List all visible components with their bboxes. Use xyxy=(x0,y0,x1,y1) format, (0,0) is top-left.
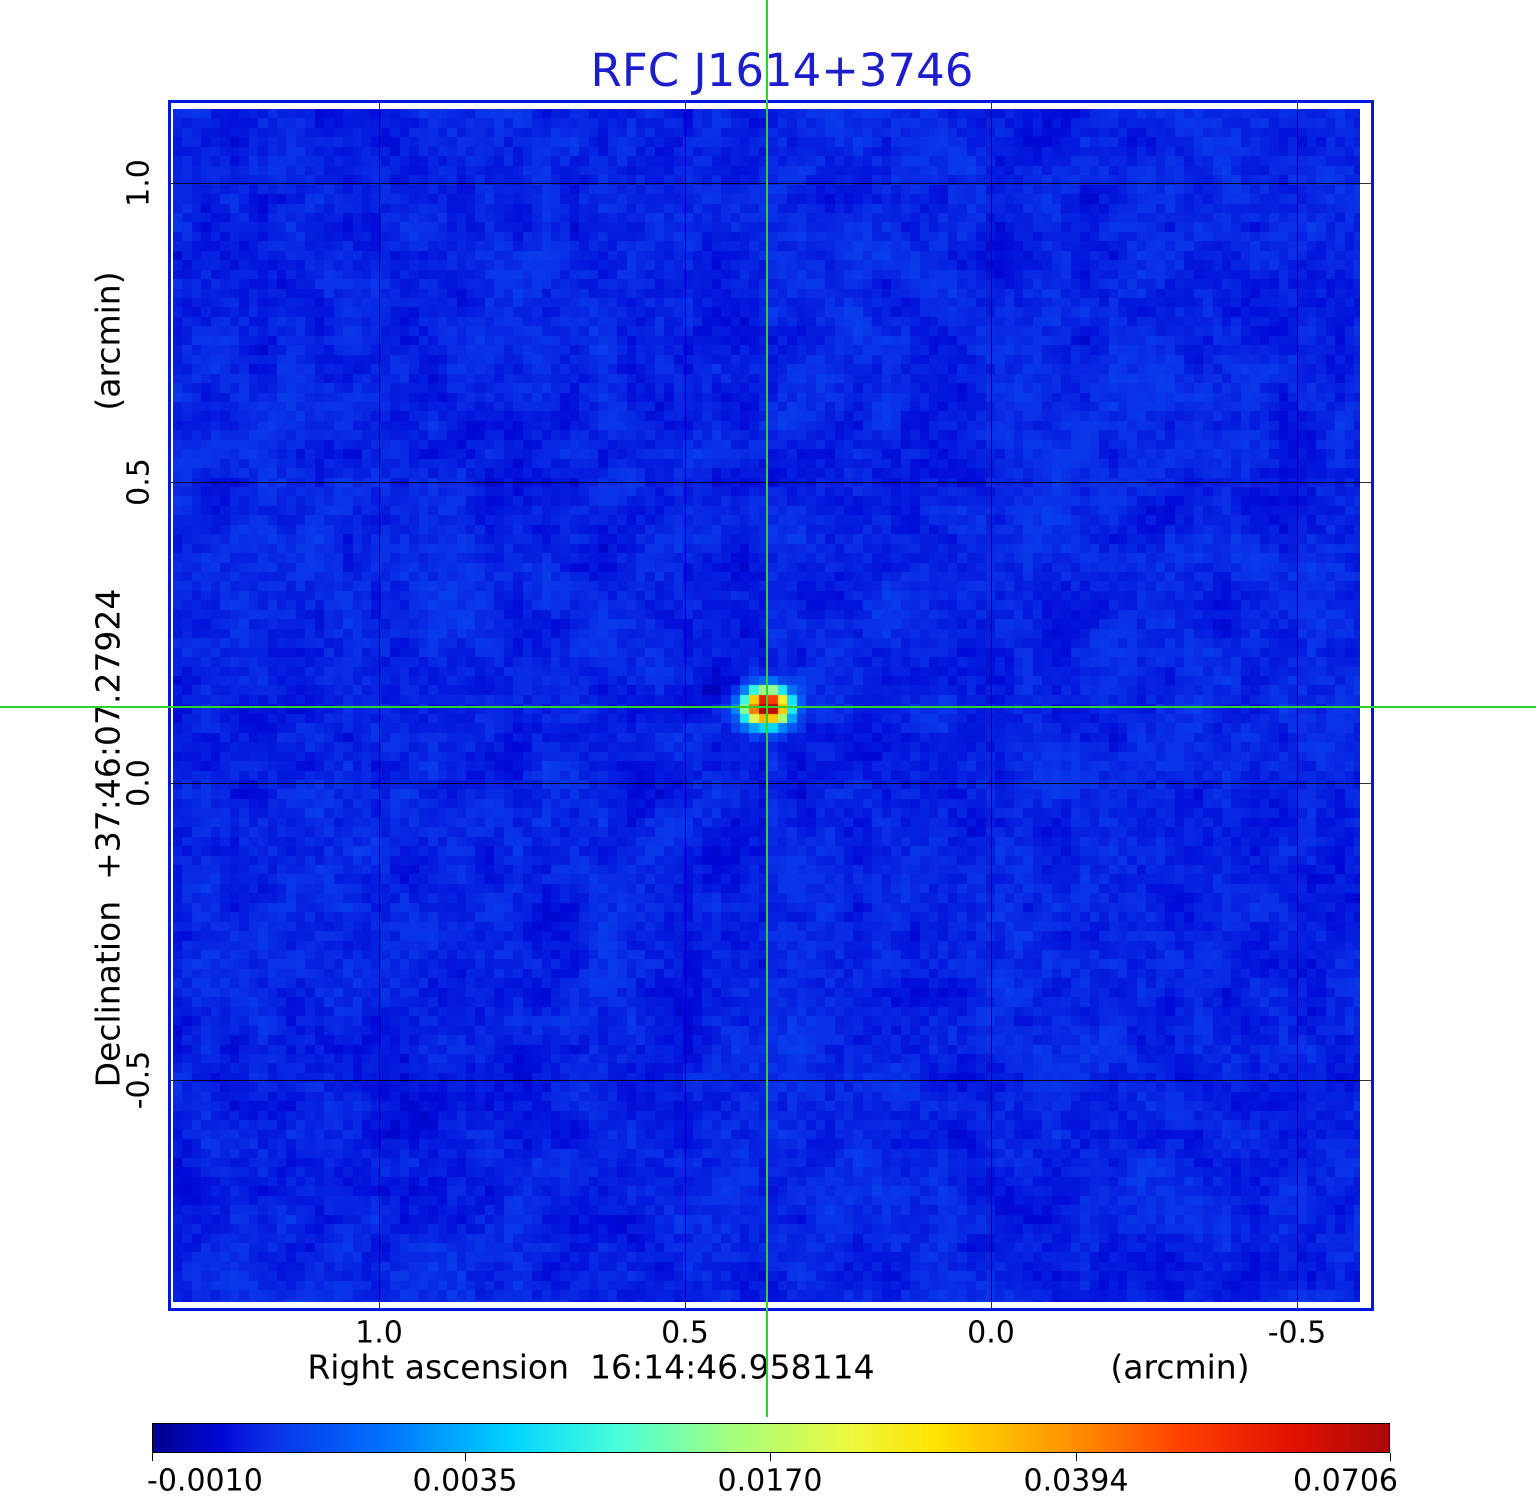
x-tick-label-0: 1.0 xyxy=(355,1315,403,1351)
x-tick-label-1: 0.5 xyxy=(661,1315,709,1351)
colorbar-tick xyxy=(1076,1453,1077,1461)
colorbar-label-1: 0.0035 xyxy=(412,1463,518,1499)
gridline-vertical xyxy=(991,103,992,1308)
colorbar-label-4: 0.0706 xyxy=(1293,1463,1398,1499)
y-tick-label-1: 0.5 xyxy=(121,458,157,506)
x-axis-label: Right ascension 16:14:46.958114 xyxy=(307,1347,875,1387)
colorbar-tick xyxy=(152,1453,153,1461)
gridline-horizontal xyxy=(171,783,1371,784)
crosshair-vertical-line xyxy=(766,0,768,1417)
x-tick-label-2: 0.0 xyxy=(967,1315,1015,1351)
colorbar-tick xyxy=(1390,1453,1391,1461)
crosshair-horizontal-line xyxy=(0,706,1536,708)
y-tick-label-0: 1.0 xyxy=(121,159,157,207)
gridline-vertical xyxy=(1297,103,1298,1308)
plot-title: RFC J1614+3746 xyxy=(590,44,974,97)
gridline-vertical xyxy=(379,103,380,1308)
gridline-horizontal xyxy=(171,1080,1371,1081)
colorbar-label-0: -0.0010 xyxy=(147,1463,263,1499)
colorbar-label-3: 0.0394 xyxy=(1023,1463,1129,1499)
colorbar-tick xyxy=(465,1453,466,1461)
colorbar-gradient xyxy=(152,1423,1390,1453)
x-axis-unit-label: (arcmin) xyxy=(1110,1347,1250,1387)
y-axis-label: Declination +37:46:07.27924 xyxy=(88,588,128,1088)
gridline-horizontal xyxy=(171,183,1371,184)
x-tick-label-3: -0.5 xyxy=(1267,1315,1327,1351)
colorbar-tick xyxy=(770,1453,771,1461)
colorbar-label-2: 0.0170 xyxy=(717,1463,823,1499)
gridline-vertical xyxy=(685,103,686,1308)
gridline-horizontal xyxy=(171,482,1371,483)
y-axis-unit-label: (arcmin) xyxy=(88,271,128,411)
